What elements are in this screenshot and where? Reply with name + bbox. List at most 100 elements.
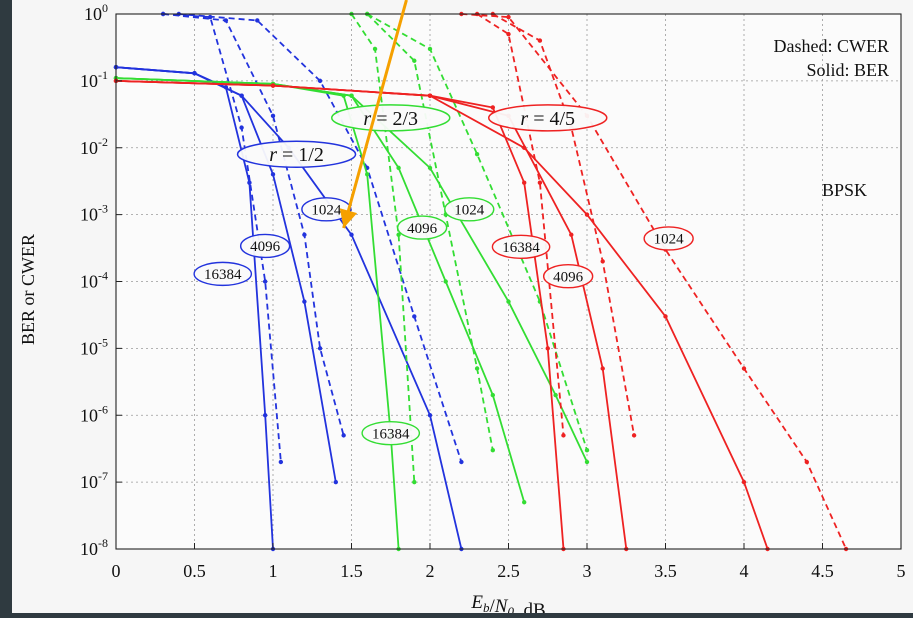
data-point [255, 18, 260, 23]
data-point [365, 172, 370, 177]
block-label-outline [239, 233, 291, 259]
data-point [522, 145, 527, 150]
y-axis-label: BER or CWER [18, 234, 38, 345]
x-tick-label: 3.5 [654, 561, 677, 581]
data-point [270, 113, 276, 119]
arrow-shaft [342, 0, 408, 229]
x-tick-label: 2 [426, 561, 435, 581]
data-point [278, 459, 284, 465]
block-label-outline [491, 234, 551, 260]
pointer-arrow [339, 0, 408, 229]
data-point [474, 152, 480, 157]
block-label-text: 1024 [311, 203, 342, 219]
data-point [584, 212, 590, 217]
block-label: 1024 [643, 226, 694, 251]
data-point [569, 232, 574, 237]
x-tick-label: 5 [897, 561, 906, 581]
data-point [474, 366, 480, 371]
rate-label-outline [236, 140, 357, 168]
series-line [163, 13, 345, 436]
data-point [561, 433, 566, 438]
block-label-text: 1024 [454, 203, 485, 219]
data-point [427, 93, 433, 98]
data-point [741, 366, 747, 371]
rate-label-outline [488, 104, 608, 132]
block-label-outline [444, 197, 495, 222]
data-point [247, 180, 252, 185]
data-point [412, 58, 417, 63]
data-point [490, 105, 495, 110]
data-point [522, 500, 527, 505]
data-point [317, 78, 323, 84]
block-label: 16384 [193, 261, 253, 287]
block-label-outline [643, 226, 694, 251]
data-point [537, 180, 543, 185]
rate-label: r = 1/2 [236, 140, 357, 168]
data-point [270, 83, 276, 88]
data-point [631, 433, 637, 438]
data-point [600, 259, 605, 264]
data-point [349, 232, 354, 237]
x-tick-label: 1 [269, 561, 278, 581]
data-point [522, 180, 527, 185]
data-point [553, 392, 558, 398]
data-point [443, 279, 448, 284]
block-label-text: 4096 [553, 269, 584, 285]
block-label: 4096 [239, 233, 291, 259]
ber-cwer-chart: 0 0.5 1 1.5 2 2.5 3 3.5 4 4.5 5 100 10-1 10-2 10-3 10-4… [18, 0, 906, 618]
y-tick-label: 10-7 [80, 469, 108, 492]
data-point [584, 448, 590, 453]
x-axis-label: Eb/N0, dB [470, 592, 545, 613]
legend-entry: Dashed: CWER [774, 36, 889, 56]
data-point [490, 392, 495, 398]
data-point [600, 366, 605, 371]
data-point [341, 433, 346, 438]
annotations: r = 1/2 r = 2/3 r = 4/5 16384 4096 1024 16384 4… [193, 104, 694, 446]
data-point [349, 93, 354, 98]
block-label: 1024 [301, 197, 352, 222]
data-point [506, 31, 511, 37]
y-tick-label: 10-2 [80, 135, 108, 158]
data-point [427, 46, 433, 52]
block-label-text: 16384 [372, 426, 410, 442]
block-label-text: 4096 [407, 221, 438, 237]
y-tick-label: 10-3 [80, 202, 108, 225]
x-tick-label: 0 [112, 561, 121, 581]
data-point [804, 459, 809, 465]
data-point [459, 459, 464, 465]
data-point [427, 413, 433, 418]
rate-label-outline [331, 104, 451, 132]
x-tick-label: 1.5 [340, 561, 363, 581]
x-tick-label: 0.5 [183, 561, 206, 581]
data-point [490, 448, 495, 453]
block-label-text: 1024 [654, 232, 685, 248]
series [349, 11, 417, 485]
data-point [584, 459, 590, 465]
axes: 0 0.5 1 1.5 2 2.5 3 3.5 4 4.5 5 100 10-1 10-2 10-3 10-4… [18, 1, 906, 618]
block-label-text: 16384 [502, 240, 540, 256]
data-point [270, 172, 276, 177]
data-point [412, 479, 417, 485]
block-label-outline [542, 264, 594, 289]
block-label-text: 4096 [250, 239, 281, 255]
modulation-label: BPSK [822, 180, 867, 200]
data-point [506, 14, 511, 20]
block-label-outline [396, 215, 448, 240]
data-point [302, 299, 307, 304]
y-tick-label: 10-5 [80, 335, 108, 358]
series [160, 11, 346, 438]
rate-label: r = 4/5 [488, 104, 608, 132]
data-point [545, 346, 550, 351]
x-tick-label: 2.5 [497, 561, 520, 581]
legend: Dashed: CWER Solid: BER BPSK [774, 36, 889, 200]
data-point [223, 18, 229, 23]
rate-label-text: r = 4/5 [520, 108, 575, 130]
y-tick-label: 10-4 [80, 269, 108, 292]
block-label: 1024 [444, 197, 495, 222]
block-label: 4096 [542, 264, 594, 289]
series-line [350, 13, 416, 483]
data-point [317, 346, 323, 351]
rate-label-text: r = 1/2 [269, 144, 324, 166]
data-point [262, 279, 268, 284]
data-point [537, 38, 543, 43]
